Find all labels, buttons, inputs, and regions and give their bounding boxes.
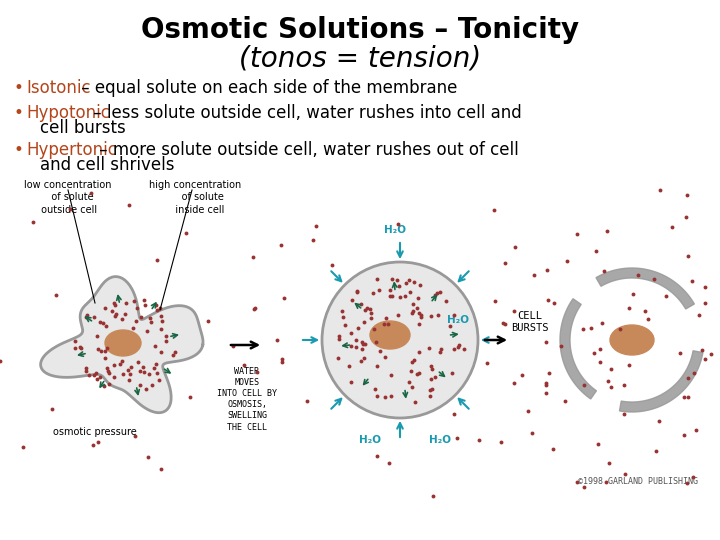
Polygon shape bbox=[560, 299, 596, 399]
Ellipse shape bbox=[610, 325, 654, 355]
Text: and cell shrivels: and cell shrivels bbox=[40, 156, 174, 174]
Text: Isotonic: Isotonic bbox=[26, 79, 91, 97]
Text: CELL
BURSTS: CELL BURSTS bbox=[511, 311, 549, 333]
Text: •: • bbox=[14, 141, 24, 159]
Circle shape bbox=[322, 262, 478, 418]
Text: osmotic pressure: osmotic pressure bbox=[53, 427, 137, 437]
Text: high concentration
     of solute
   inside cell: high concentration of solute inside cell bbox=[149, 180, 241, 215]
Text: H₂O: H₂O bbox=[384, 225, 406, 235]
Text: – equal solute on each side of the membrane: – equal solute on each side of the membr… bbox=[76, 79, 457, 97]
Text: •: • bbox=[14, 104, 24, 122]
Text: Hypertonic: Hypertonic bbox=[26, 141, 117, 159]
Text: H₂O: H₂O bbox=[429, 435, 451, 445]
Text: •: • bbox=[14, 79, 24, 97]
Text: H₂O: H₂O bbox=[359, 435, 381, 445]
Text: H₂O: H₂O bbox=[447, 315, 469, 325]
Text: (tonos = tension): (tonos = tension) bbox=[239, 44, 481, 72]
Text: Osmotic Solutions – Tonicity: Osmotic Solutions – Tonicity bbox=[141, 16, 579, 44]
Text: Hypotonic: Hypotonic bbox=[26, 104, 110, 122]
Ellipse shape bbox=[370, 321, 410, 349]
Text: – more solute outside cell, water rushes out of cell: – more solute outside cell, water rushes… bbox=[94, 141, 518, 159]
Ellipse shape bbox=[105, 330, 141, 356]
Polygon shape bbox=[596, 268, 694, 309]
Polygon shape bbox=[40, 276, 203, 413]
Text: WATER
MOVES
INTO CELL BY
OSMOSIS,
SWELLING
THE CELL: WATER MOVES INTO CELL BY OSMOSIS, SWELLI… bbox=[217, 367, 277, 431]
Text: – less solute outside cell, water rushes into cell and: – less solute outside cell, water rushes… bbox=[88, 104, 522, 122]
Polygon shape bbox=[619, 351, 703, 412]
Text: low concentration
   of solute
 outside cell: low concentration of solute outside cell bbox=[24, 180, 112, 215]
Text: cell bursts: cell bursts bbox=[40, 119, 126, 137]
Text: ©1998 GARLAND PUBLISHING: ©1998 GARLAND PUBLISHING bbox=[578, 477, 698, 487]
